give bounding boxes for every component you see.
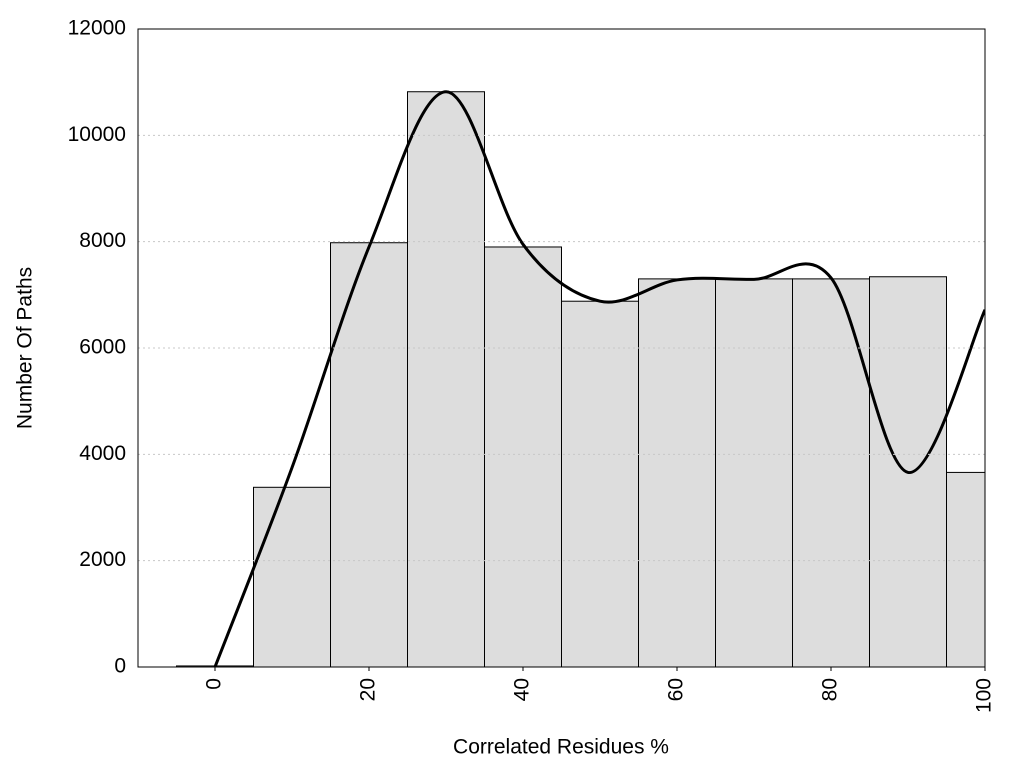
bar [330,242,408,667]
bar [638,278,716,667]
y-tick-label: 12000 [68,17,126,40]
x-tick-label: 80 [819,678,842,701]
y-tick-label: 8000 [79,229,126,252]
x-tick-label: 40 [511,678,534,701]
x-axis-label: Correlated Residues % [453,736,669,759]
y-tick-label: 2000 [79,548,126,571]
bar [946,471,985,667]
plot-frame [137,28,986,668]
plot-area [176,90,985,667]
bar [484,246,562,667]
bar [253,486,331,667]
bar [407,91,485,667]
x-tick-label: 60 [665,678,688,701]
y-tick-label: 6000 [79,336,126,359]
x-tick-label: 100 [973,678,996,713]
curve [213,90,985,667]
y-tick-label: 0 [114,655,126,678]
bar [792,278,870,667]
bar [715,278,793,667]
y-tick-label: 10000 [68,123,126,146]
x-tick-label: 20 [357,678,380,701]
x-tick-label: 0 [203,678,226,690]
y-tick-label: 4000 [79,442,126,465]
bar [561,300,639,667]
y-axis-label: Number Of Paths [14,267,37,429]
